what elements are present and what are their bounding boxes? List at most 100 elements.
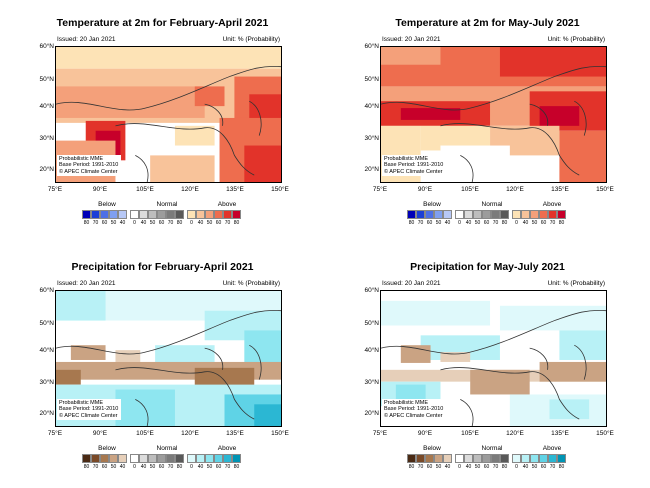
legend-value-above: 80 xyxy=(558,220,565,226)
legend-value-normal: 80 xyxy=(176,220,183,226)
legend-category-below: Below xyxy=(98,445,116,452)
legend-swatch-above xyxy=(557,454,566,463)
legend-value-normal: 70 xyxy=(492,220,499,226)
legend-swatch-above xyxy=(232,454,241,463)
panel-precip-feb-apr: Precipitation for February-April 2021 Is… xyxy=(0,244,325,488)
legend-swatch-above xyxy=(548,210,557,219)
legend-category-above: Above xyxy=(542,201,562,208)
legend-swatch-above xyxy=(557,210,566,219)
legend-value-above: 60 xyxy=(540,220,547,226)
lon-label-150e: 150°E xyxy=(271,186,289,193)
info-line: Base Period: 1991-2010 xyxy=(384,162,444,169)
legend-swatch-normal xyxy=(473,210,482,219)
lon-label-90e: 90°E xyxy=(92,186,108,193)
lon-label-135e: 135°E xyxy=(226,430,244,437)
legend-swatch-below xyxy=(443,210,452,219)
issued-label: Issued: 20 Jan 2021 xyxy=(57,280,116,287)
legend-swatch-normal xyxy=(139,210,148,219)
forecast-map xyxy=(56,291,281,426)
legend-value-below: 80 xyxy=(408,464,415,470)
issued-label: Issued: 20 Jan 2021 xyxy=(382,36,441,43)
legend-value-normal: 40 xyxy=(140,220,147,226)
unit-label: Unit: % (Probability) xyxy=(222,280,280,287)
legend-swatch-normal xyxy=(455,454,464,463)
legend-value-below: 40 xyxy=(444,464,451,470)
legend-category-above: Above xyxy=(217,201,237,208)
legend-category-below: Below xyxy=(423,445,441,452)
legend-value-normal: 0 xyxy=(458,464,461,470)
info-line: © APEC Climate Center xyxy=(384,168,443,175)
legend-swatch-below xyxy=(425,454,434,463)
legend-value-below: 60 xyxy=(101,220,108,226)
legend-value-above: 40 xyxy=(197,464,204,470)
legend-value-below: 70 xyxy=(92,220,99,226)
legend-swatch-normal xyxy=(166,210,175,219)
legend-value-above: 50 xyxy=(531,464,538,470)
legend-swatch-normal xyxy=(139,454,148,463)
legend-swatch-normal xyxy=(500,454,509,463)
legend-value-normal: 70 xyxy=(492,464,499,470)
legend-swatch-below xyxy=(416,210,425,219)
legend-swatch-above xyxy=(512,210,521,219)
legend-swatch-below xyxy=(443,454,452,463)
legend-value-below: 60 xyxy=(426,464,433,470)
legend-swatch-normal xyxy=(464,210,473,219)
panel-temp-feb-apr: Temperature at 2m for February-April 202… xyxy=(0,0,325,244)
unit-label: Unit: % (Probability) xyxy=(547,36,605,43)
lon-label-150e: 150°E xyxy=(596,186,614,193)
legend-swatch-normal xyxy=(148,210,157,219)
legend-swatch-normal xyxy=(157,210,166,219)
legend-swatch-above xyxy=(196,454,205,463)
legend-swatch-above xyxy=(539,210,548,219)
lat-label-50n: 50°N xyxy=(39,76,54,83)
legend-swatch-below xyxy=(118,210,127,219)
legend-value-above: 60 xyxy=(540,464,547,470)
legend-value-normal: 50 xyxy=(149,220,156,226)
lat-label-40n: 40°N xyxy=(364,103,379,110)
info-line: © APEC Climate Center xyxy=(59,168,118,175)
lat-label-30n: 30°N xyxy=(39,379,54,386)
lat-label-60n: 60°N xyxy=(39,287,54,294)
legend-swatch-normal xyxy=(500,210,509,219)
info-line: © APEC Climate Center xyxy=(59,412,118,419)
legend-swatch-normal xyxy=(464,454,473,463)
legend-swatch-normal xyxy=(491,454,500,463)
legend-swatch-above xyxy=(530,210,539,219)
unit-label: Unit: % (Probability) xyxy=(547,280,605,287)
lat-label-50n: 50°N xyxy=(39,320,54,327)
legend-swatch-below xyxy=(407,454,416,463)
legend-value-below: 60 xyxy=(426,220,433,226)
legend-swatch-normal xyxy=(130,454,139,463)
info-line: Probabilistic MME xyxy=(384,156,429,162)
info-line: © APEC Climate Center xyxy=(384,412,443,419)
lat-label-60n: 60°N xyxy=(364,43,379,50)
legend-swatch-below xyxy=(91,454,100,463)
legend-swatch-normal xyxy=(130,210,139,219)
legend-value-above: 80 xyxy=(558,464,565,470)
legend-swatch-normal xyxy=(455,210,464,219)
lon-label-90e: 90°E xyxy=(417,186,433,193)
legend-value-normal: 60 xyxy=(483,464,490,470)
lon-label-90e: 90°E xyxy=(92,430,108,437)
legend-value-normal: 40 xyxy=(465,464,472,470)
legend-value-below: 80 xyxy=(83,220,90,226)
lat-label-20n: 20°N xyxy=(39,166,54,173)
panel-title: Temperature at 2m for May-July 2021 xyxy=(395,17,580,29)
info-line: Base Period: 1991-2010 xyxy=(59,406,119,413)
lon-label-150e: 150°E xyxy=(271,430,289,437)
legend-value-below: 70 xyxy=(92,464,99,470)
legend-swatch-above xyxy=(187,454,196,463)
legend-swatch-below xyxy=(91,210,100,219)
panel-title: Precipitation for February-April 2021 xyxy=(71,261,254,273)
legend-swatch-normal xyxy=(175,454,184,463)
info-box: Probabilistic MME Base Period: 1991-2010… xyxy=(382,399,447,420)
lat-label-30n: 30°N xyxy=(364,135,379,142)
lon-label-75e: 75°E xyxy=(372,186,388,193)
legend-category-normal: Normal xyxy=(156,201,178,208)
lon-label-120e: 120°E xyxy=(506,186,524,193)
legend-swatch-above xyxy=(214,454,223,463)
legend-value-above: 0 xyxy=(515,464,518,470)
panel-temp-may-jul: Temperature at 2m for May-July 2021 Issu… xyxy=(325,0,650,244)
legend-value-below: 70 xyxy=(417,220,424,226)
panel-precip-may-jul: Precipitation for May-July 2021 Issued: … xyxy=(325,244,650,488)
